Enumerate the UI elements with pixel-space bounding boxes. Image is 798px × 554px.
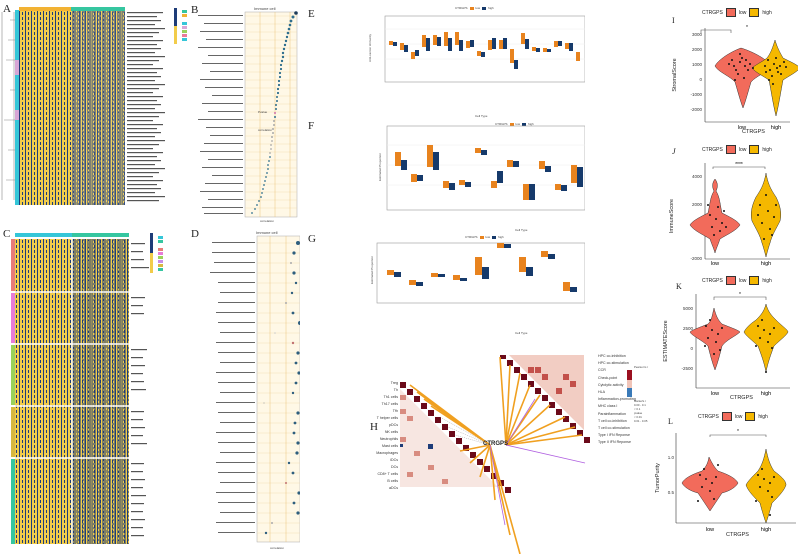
- panel-e-label: E: [308, 8, 315, 20]
- svg-text:low: low: [706, 527, 714, 533]
- panel-d-plot: [210, 235, 300, 543]
- panel-k: CTRGPS low high K 5000 2500 0 -2500 * low h…: [650, 270, 798, 405]
- panel-b-plot: [198, 11, 298, 218]
- panel-b-label: B: [191, 4, 199, 16]
- panel-l-legend: CTRGPS low high: [698, 412, 768, 421]
- panel-j: CTRGPS low high J 400020000-2000 **** lo…: [650, 135, 798, 270]
- svg-text:2500: 2500: [683, 326, 694, 331]
- panel-k-xlabel: CTRGPS: [730, 395, 753, 401]
- svg-text:low: low: [711, 391, 719, 397]
- svg-text:high: high: [761, 391, 771, 397]
- svg-text:-2500: -2500: [681, 366, 693, 371]
- svg-text:high: high: [761, 261, 771, 267]
- svg-text:****: ****: [735, 162, 743, 168]
- panel-f-xlabel: Cell Type: [515, 228, 528, 232]
- panel-k-ylabel: ESTIMATEScore: [663, 320, 669, 362]
- panel-j-label: J: [672, 147, 676, 156]
- svg-text:low: low: [738, 125, 746, 131]
- panel-l-violin: 1.0 0.5 * low high: [668, 429, 796, 533]
- panel-d-xlabel: correlation: [270, 546, 285, 550]
- svg-text:*: *: [746, 25, 748, 31]
- svg-text:-1000: -1000: [690, 92, 702, 97]
- panel-h-mantel: [400, 355, 632, 554]
- panel-h-center-label: CTRGPS: [483, 441, 509, 447]
- svg-text:high: high: [771, 125, 781, 131]
- panel-e: E CTRGPS low high Ant: [305, 4, 585, 122]
- panel-h-legend: Pearson's r Mantel's r 0.00 - 0.1 < 0.1 …: [634, 365, 649, 423]
- panel-e-legend: CTRGPS low high: [455, 6, 494, 10]
- panel-i-ylabel: StromalScore: [672, 58, 678, 92]
- panel-l-xlabel: CTRGPS: [726, 532, 749, 538]
- svg-text:-2000: -2000: [690, 256, 702, 261]
- panel-g-boxplot: [376, 242, 585, 304]
- panel-g-ylabel: Estimated Proportion: [370, 256, 374, 285]
- panel-d-label: D: [191, 228, 199, 240]
- panel-l-label: L: [668, 417, 673, 426]
- panel-g-legend: CTRGPS low high: [465, 235, 504, 239]
- svg-text:*: *: [737, 429, 739, 435]
- svg-text:-2000: -2000: [690, 107, 702, 112]
- panel-f-boxplot: [386, 125, 585, 211]
- svg-text:low: low: [711, 261, 719, 267]
- panel-k-legend: CTRGPS low high: [702, 276, 772, 285]
- svg-text:1.0: 1.0: [668, 455, 675, 460]
- panel-h: H: [370, 354, 650, 554]
- panel-d-subtitle: Immune cell: [256, 230, 278, 235]
- svg-text:1000: 1000: [692, 62, 703, 67]
- row-labels: [127, 12, 165, 202]
- panel-f: F CTRGPS low high Estimated Proportion C…: [305, 120, 585, 235]
- panel-g-label: G: [308, 233, 316, 245]
- panel-k-violin: 5000 2500 0 -2500 * low high: [681, 292, 790, 397]
- panel-g: G CTRGPS low high Estimated Proportion C…: [305, 233, 585, 348]
- panel-k-label: K: [676, 282, 682, 291]
- panel-c: C: [0, 228, 190, 554]
- panel-h-right-labels: HPC co-inhibition HPC co-stimulation CCR…: [598, 354, 636, 445]
- legend-pvalue-title: Pvalue: [258, 110, 268, 114]
- svg-text:high: high: [761, 527, 771, 533]
- panel-i-xlabel: CTRGPS: [742, 129, 765, 135]
- svg-text:2000: 2000: [692, 47, 703, 52]
- panel-h-label: H: [370, 421, 378, 433]
- panel-a-heatmap: [1, 7, 187, 205]
- legend-correlation-title: correlation: [258, 128, 273, 132]
- panel-i: CTRGPS low high I 3000 2000 1000 0 -1000 -20…: [650, 0, 798, 135]
- svg-text:0.5: 0.5: [668, 490, 675, 495]
- panel-b-subtitle: Immune cell: [254, 6, 276, 11]
- panel-i-label: I: [672, 16, 675, 25]
- svg-text:4000: 4000: [692, 174, 703, 179]
- panel-e-boxplot: [384, 15, 585, 83]
- dendrogram-icon: [1, 12, 16, 200]
- svg-text:0: 0: [690, 346, 693, 351]
- panel-j-violin: 400020000-2000 **** low high: [689, 162, 790, 267]
- panel-j-legend: CTRGPS low high: [702, 145, 772, 154]
- panel-b-legend: Pvalue correlation: [258, 110, 298, 160]
- panel-g-xlabel: Cell Type: [515, 331, 528, 335]
- panel-f-label: F: [308, 120, 315, 132]
- panel-l: CTRGPS low high L 1.0 0.5 * low high CTRG…: [650, 405, 798, 554]
- panel-f-ylabel: Estimated Proportion: [378, 153, 382, 182]
- svg-text:0: 0: [699, 77, 702, 82]
- svg-text:3000: 3000: [692, 32, 703, 37]
- panel-a-label: A: [3, 3, 11, 15]
- svg-text:5000: 5000: [683, 306, 694, 311]
- panel-c-label: C: [3, 228, 11, 240]
- panel-d: D Immune cell: [190, 228, 300, 554]
- svg-text:2000: 2000: [692, 202, 703, 207]
- panel-e-xlabel: Cell Type: [475, 114, 488, 118]
- panel-e-ylabel: Anti-cancer immunity: [368, 34, 372, 63]
- panel-i-violin: 3000 2000 1000 0 -1000 -2000 * low high: [690, 25, 798, 131]
- panel-h-left-labels: Treg Th Th1 cells Th17 cells Tfh T helpe…: [376, 381, 398, 490]
- panel-f-legend: CTRGPS low high: [495, 122, 534, 126]
- panel-i-legend: CTRGPS low high: [702, 8, 772, 17]
- panel-c-heatmap: [11, 233, 163, 544]
- svg-text:*: *: [739, 292, 741, 298]
- panel-b-xlabel: correlation: [260, 219, 275, 223]
- panel-j-ylabel: ImmuneScore: [669, 198, 675, 234]
- panel-a: A: [0, 0, 190, 215]
- panel-l-ylabel: TumorPurity: [655, 463, 661, 493]
- panel-b: B Immune cell: [190, 0, 300, 225]
